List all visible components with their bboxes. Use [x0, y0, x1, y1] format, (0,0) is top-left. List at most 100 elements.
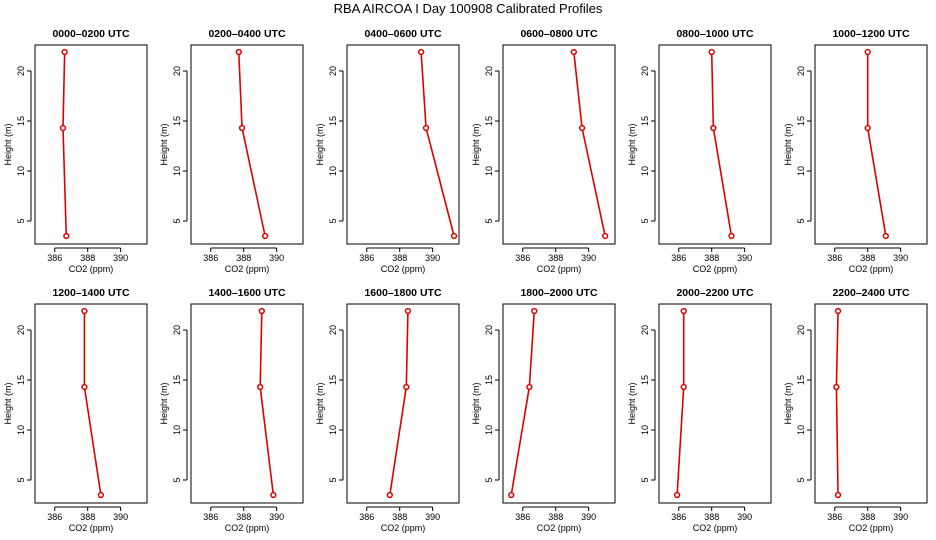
- x-axis-label: CO2 (ppm): [69, 264, 114, 274]
- panel-title: 2200–2400 UTC: [832, 287, 909, 299]
- y-tick-label: 20: [796, 325, 806, 335]
- y-axis-label: Height (m): [159, 123, 169, 165]
- y-tick-label: 10: [796, 166, 806, 176]
- profile-point: [508, 491, 515, 499]
- y-tick-label: 15: [172, 375, 182, 385]
- profile-line: [573, 51, 606, 237]
- y-tick-label: 20: [16, 325, 26, 335]
- x-tick-label: 386: [827, 512, 842, 522]
- y-tick-label: 5: [16, 477, 26, 482]
- panel-title: 0600–0800 UTC: [520, 28, 597, 40]
- x-tick-label: 390: [581, 512, 596, 522]
- profile-line: [83, 311, 102, 496]
- profile-point: [710, 124, 717, 132]
- profile-point: [578, 124, 586, 132]
- profile-point: [258, 307, 265, 315]
- x-tick-label: 388: [80, 512, 95, 522]
- y-tick-label: 15: [484, 116, 494, 126]
- profile-point: [61, 48, 68, 56]
- x-axis-label: CO2 (ppm): [693, 523, 738, 533]
- y-tick-label: 15: [484, 375, 494, 385]
- y-tick-label: 5: [172, 218, 182, 223]
- profile-line: [710, 51, 733, 237]
- plot-frame: [502, 303, 616, 504]
- y-tick-label: 10: [796, 425, 806, 435]
- y-axis-label: Height (m): [783, 123, 793, 165]
- panel-title: 0200–0400 UTC: [208, 28, 285, 40]
- x-axis-label: CO2 (ppm): [381, 523, 426, 533]
- x-axis-label: CO2 (ppm): [537, 264, 582, 274]
- y-tick-label: 15: [640, 116, 650, 126]
- panel-title: 1000–1200 UTC: [832, 28, 909, 40]
- y-tick-label: 15: [16, 116, 26, 126]
- profile-point: [270, 491, 277, 499]
- plot-frame: [346, 303, 460, 504]
- y-tick-label: 20: [640, 66, 650, 76]
- profile-point: [673, 491, 681, 499]
- x-axis-label: CO2 (ppm): [381, 264, 426, 274]
- y-tick-label: 15: [328, 375, 338, 385]
- x-tick-label: 388: [236, 512, 251, 522]
- profile-line: [62, 51, 68, 237]
- y-axis-label: Height (m): [471, 123, 481, 165]
- x-tick-label: 386: [671, 253, 686, 263]
- profile-point: [81, 383, 88, 391]
- y-tick-label: 15: [640, 375, 650, 385]
- profile-point: [728, 232, 735, 240]
- y-tick-label: 10: [484, 166, 494, 176]
- x-axis-label: CO2 (ppm): [849, 523, 894, 533]
- profile-point: [570, 48, 577, 56]
- profile-point: [235, 48, 242, 56]
- y-axis-label: Height (m): [315, 382, 325, 424]
- x-tick-label: 390: [425, 253, 440, 263]
- x-tick-label: 386: [203, 253, 218, 263]
- profile-line: [866, 52, 887, 237]
- profile-point: [97, 491, 105, 499]
- x-tick-label: 386: [47, 512, 62, 522]
- y-tick-label: 10: [328, 425, 338, 435]
- profile-point: [834, 491, 842, 499]
- y-tick-label: 5: [172, 477, 182, 482]
- plot-frame: [814, 303, 928, 504]
- profile-point: [680, 307, 687, 315]
- y-tick-label: 5: [796, 477, 806, 482]
- plot-frame: [190, 303, 304, 504]
- profile-line: [835, 310, 839, 496]
- x-tick-label: 388: [860, 512, 875, 522]
- profile-point: [59, 124, 67, 132]
- x-tick-label: 388: [548, 512, 563, 522]
- x-tick-label: 390: [893, 253, 908, 263]
- y-axis-label: Height (m): [627, 382, 637, 424]
- x-tick-label: 390: [737, 512, 752, 522]
- x-tick-label: 386: [515, 512, 530, 522]
- profile-point: [680, 383, 687, 391]
- profile-point: [882, 232, 889, 240]
- y-tick-label: 20: [172, 66, 182, 76]
- panel-title: 1200–1400 UTC: [52, 287, 129, 299]
- y-axis-label: Height (m): [471, 382, 481, 424]
- y-tick-label: 10: [172, 425, 182, 435]
- y-axis-label: Height (m): [627, 123, 637, 165]
- x-tick-label: 388: [548, 253, 563, 263]
- y-tick-label: 20: [484, 66, 494, 76]
- profile-point: [531, 307, 538, 315]
- x-tick-label: 390: [113, 253, 128, 263]
- x-tick-label: 390: [737, 253, 752, 263]
- y-tick-label: 5: [328, 218, 338, 223]
- x-tick-label: 390: [425, 512, 440, 522]
- plot-frame: [34, 44, 148, 245]
- x-axis-label: CO2 (ppm): [225, 523, 270, 533]
- y-tick-label: 10: [328, 166, 338, 176]
- y-tick-label: 10: [484, 425, 494, 435]
- x-tick-label: 386: [827, 253, 842, 263]
- y-tick-label: 15: [328, 116, 338, 126]
